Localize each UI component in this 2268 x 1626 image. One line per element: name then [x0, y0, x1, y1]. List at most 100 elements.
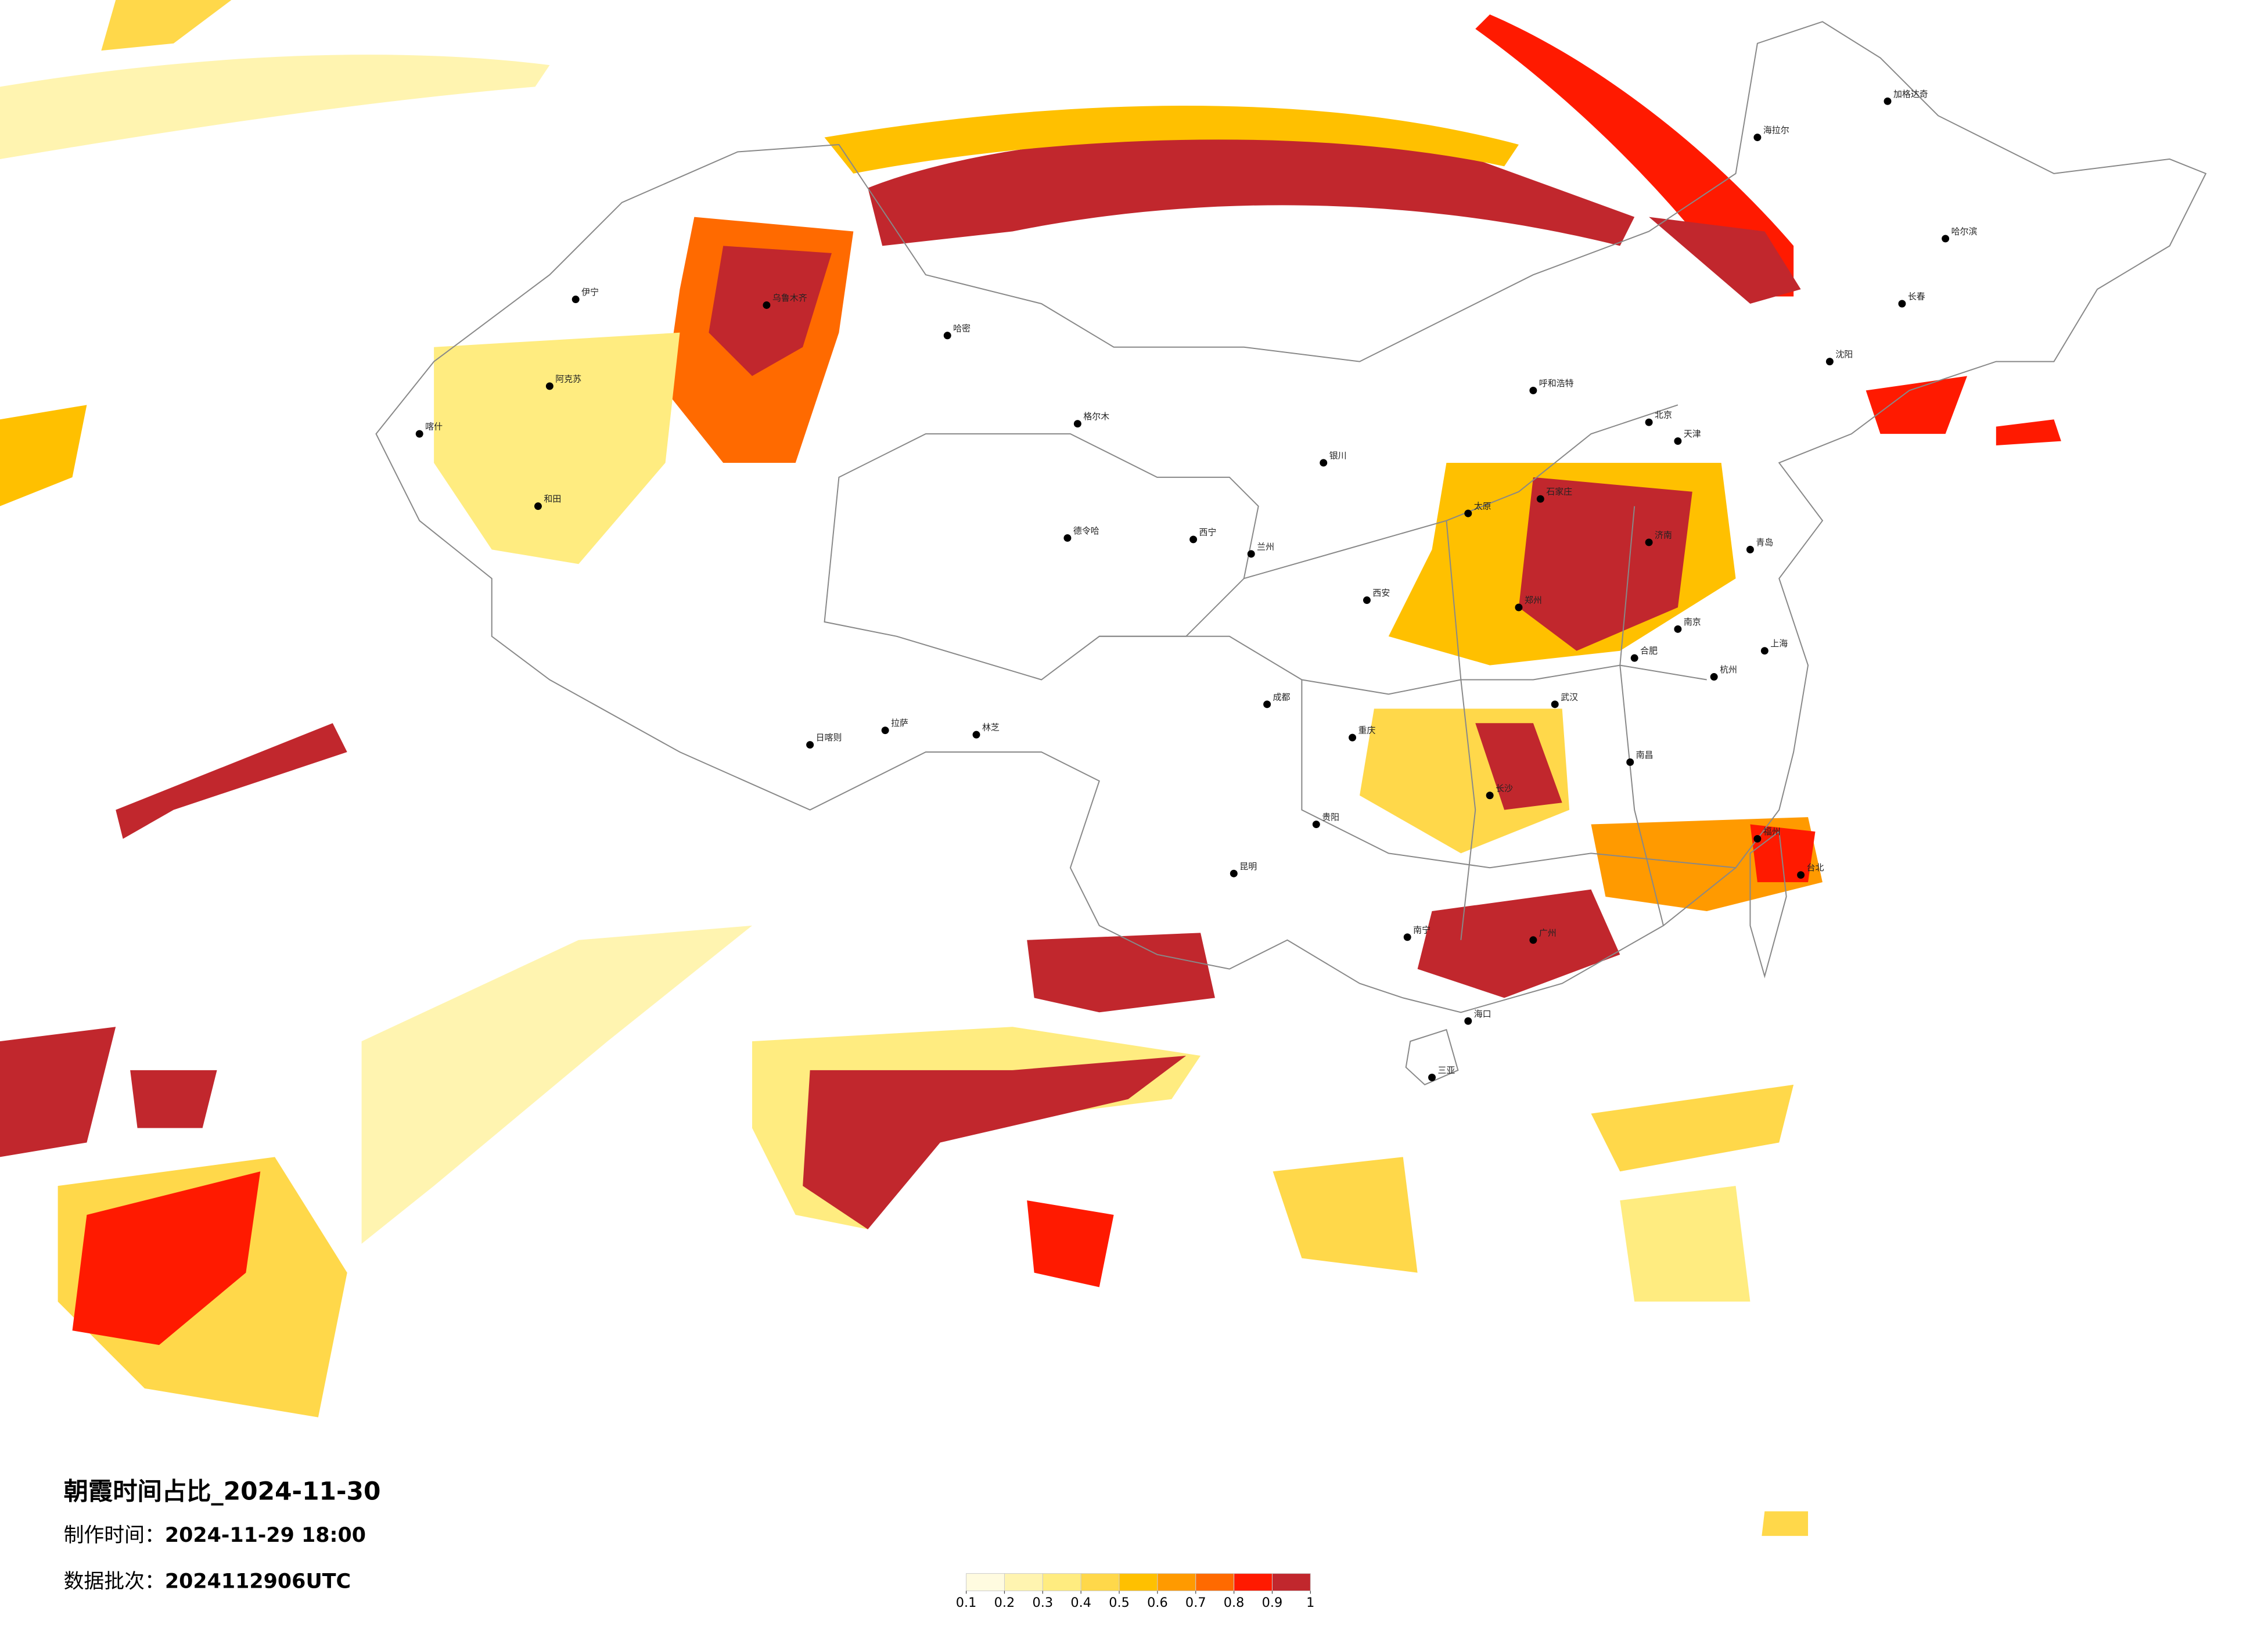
legend: 0.1 0.2 0.3 0.4 0.5 0.6 0.7 0.8 0.9 1 — [956, 1573, 1314, 1610]
city-dot — [545, 382, 553, 390]
city-label: 伊宁 — [581, 287, 599, 297]
legend-swatch — [966, 1573, 1005, 1591]
city-label: 阿克苏 — [555, 373, 581, 384]
city-dot — [415, 430, 423, 438]
made-label-text: 制作时间： — [64, 1524, 165, 1547]
city-dot — [881, 726, 889, 735]
city-label: 德令哈 — [1073, 526, 1099, 536]
city-dot — [1674, 437, 1682, 445]
city-label: 沈阳 — [1835, 349, 1853, 359]
city-dot — [1464, 509, 1472, 517]
legend-tick-label: 0.3 — [1033, 1595, 1054, 1610]
city-label: 贵阳 — [1322, 812, 1339, 822]
batch-label-text: 数据批次： — [64, 1570, 165, 1593]
city-label: 合肥 — [1640, 646, 1658, 656]
city-label: 台北 — [1807, 862, 1824, 873]
city-dot — [1486, 792, 1494, 800]
city-label: 加格达奇 — [1893, 89, 1928, 99]
legend-tick-label: 0.5 — [1109, 1595, 1130, 1610]
city-label: 南京 — [1684, 617, 1701, 627]
city-dot — [1942, 235, 1950, 243]
city-label: 青岛 — [1756, 537, 1773, 548]
legend-swatch — [1234, 1573, 1273, 1591]
city-dot — [1312, 821, 1320, 829]
city-dot — [1363, 596, 1371, 605]
legend-swatch — [1004, 1573, 1043, 1591]
city-label: 日喀则 — [816, 732, 842, 743]
city-label: 天津 — [1684, 429, 1701, 439]
legend-tick-label: 0.7 — [1185, 1595, 1206, 1610]
city-dot — [1529, 386, 1537, 394]
city-dot — [806, 741, 814, 749]
city-dot — [1626, 758, 1634, 766]
city-label: 拉萨 — [891, 718, 908, 728]
city-label: 海拉尔 — [1763, 125, 1789, 135]
city-label: 三亚 — [1437, 1065, 1455, 1075]
city-dot — [1247, 550, 1255, 558]
city-dot — [1464, 1017, 1472, 1025]
legend-swatch — [1195, 1573, 1235, 1591]
city-label: 昆明 — [1239, 861, 1257, 872]
legend-swatch — [1119, 1573, 1158, 1591]
legend-tick-label: 1 — [1306, 1595, 1314, 1610]
city-dot — [1884, 97, 1892, 105]
city-dot — [1189, 535, 1198, 544]
legend-tick-label: 0.1 — [956, 1595, 977, 1610]
city-dot — [1898, 300, 1906, 308]
city-label: 南宁 — [1413, 924, 1430, 935]
city-dot — [534, 502, 542, 510]
legend-swatch — [1157, 1573, 1196, 1591]
city-label: 成都 — [1273, 692, 1291, 702]
legend-tick-label: 0.6 — [1147, 1595, 1168, 1610]
city-label: 格尔木 — [1083, 411, 1109, 422]
legend-tick-label: 0.4 — [1070, 1595, 1091, 1610]
city-dot — [1630, 654, 1638, 662]
city-label: 海口 — [1474, 1009, 1491, 1019]
legend-tick-label: 0.8 — [1224, 1595, 1245, 1610]
city-label: 长春 — [1908, 292, 1925, 302]
city-label: 哈尔滨 — [1951, 226, 1978, 236]
color-field — [0, 0, 2061, 1536]
city-dot — [1073, 420, 1081, 428]
city-label: 兰州 — [1257, 541, 1274, 552]
city-label: 和田 — [544, 494, 561, 504]
borders — [375, 21, 2207, 1086]
city-label: 长沙 — [1496, 783, 1513, 793]
city-label: 南昌 — [1636, 750, 1654, 760]
city-dot — [1645, 538, 1653, 546]
city-label: 呼和浩特 — [1539, 378, 1574, 388]
legend-swatch — [1080, 1573, 1120, 1591]
city-label: 银川 — [1329, 450, 1347, 461]
city-label: 郑州 — [1525, 595, 1542, 606]
city-label: 北京 — [1655, 410, 1672, 420]
city-dot — [1230, 869, 1238, 877]
city-label: 西宁 — [1199, 527, 1217, 537]
city-dot — [1551, 700, 1559, 708]
city-dot — [763, 301, 771, 309]
city-label: 广州 — [1539, 927, 1557, 938]
city-dot — [1428, 1073, 1436, 1081]
city-label: 上海 — [1770, 638, 1788, 649]
city-dot — [1753, 134, 1762, 142]
city-label: 福州 — [1763, 826, 1781, 837]
city-dot — [1403, 933, 1411, 941]
city-label: 太原 — [1474, 501, 1491, 512]
city-dot — [1645, 418, 1653, 426]
city-dot — [1349, 733, 1357, 742]
city-dot — [1529, 936, 1537, 944]
city-label: 西安 — [1372, 588, 1390, 598]
city-dot — [1797, 871, 1805, 879]
city-dot — [572, 296, 580, 303]
legend-tick-label: 0.9 — [1262, 1595, 1283, 1610]
legend-swatch — [1271, 1573, 1311, 1591]
city-dot — [1746, 545, 1754, 553]
map-title: 朝霞时间占比_2024-11-30 — [64, 1477, 381, 1506]
city-label: 乌鲁木齐 — [772, 293, 807, 303]
city-label: 石家庄 — [1546, 487, 1572, 497]
made-time: 2024-11-29 18:00 — [165, 1524, 366, 1547]
city-dot — [1536, 495, 1544, 503]
city-label: 喀什 — [425, 422, 443, 432]
